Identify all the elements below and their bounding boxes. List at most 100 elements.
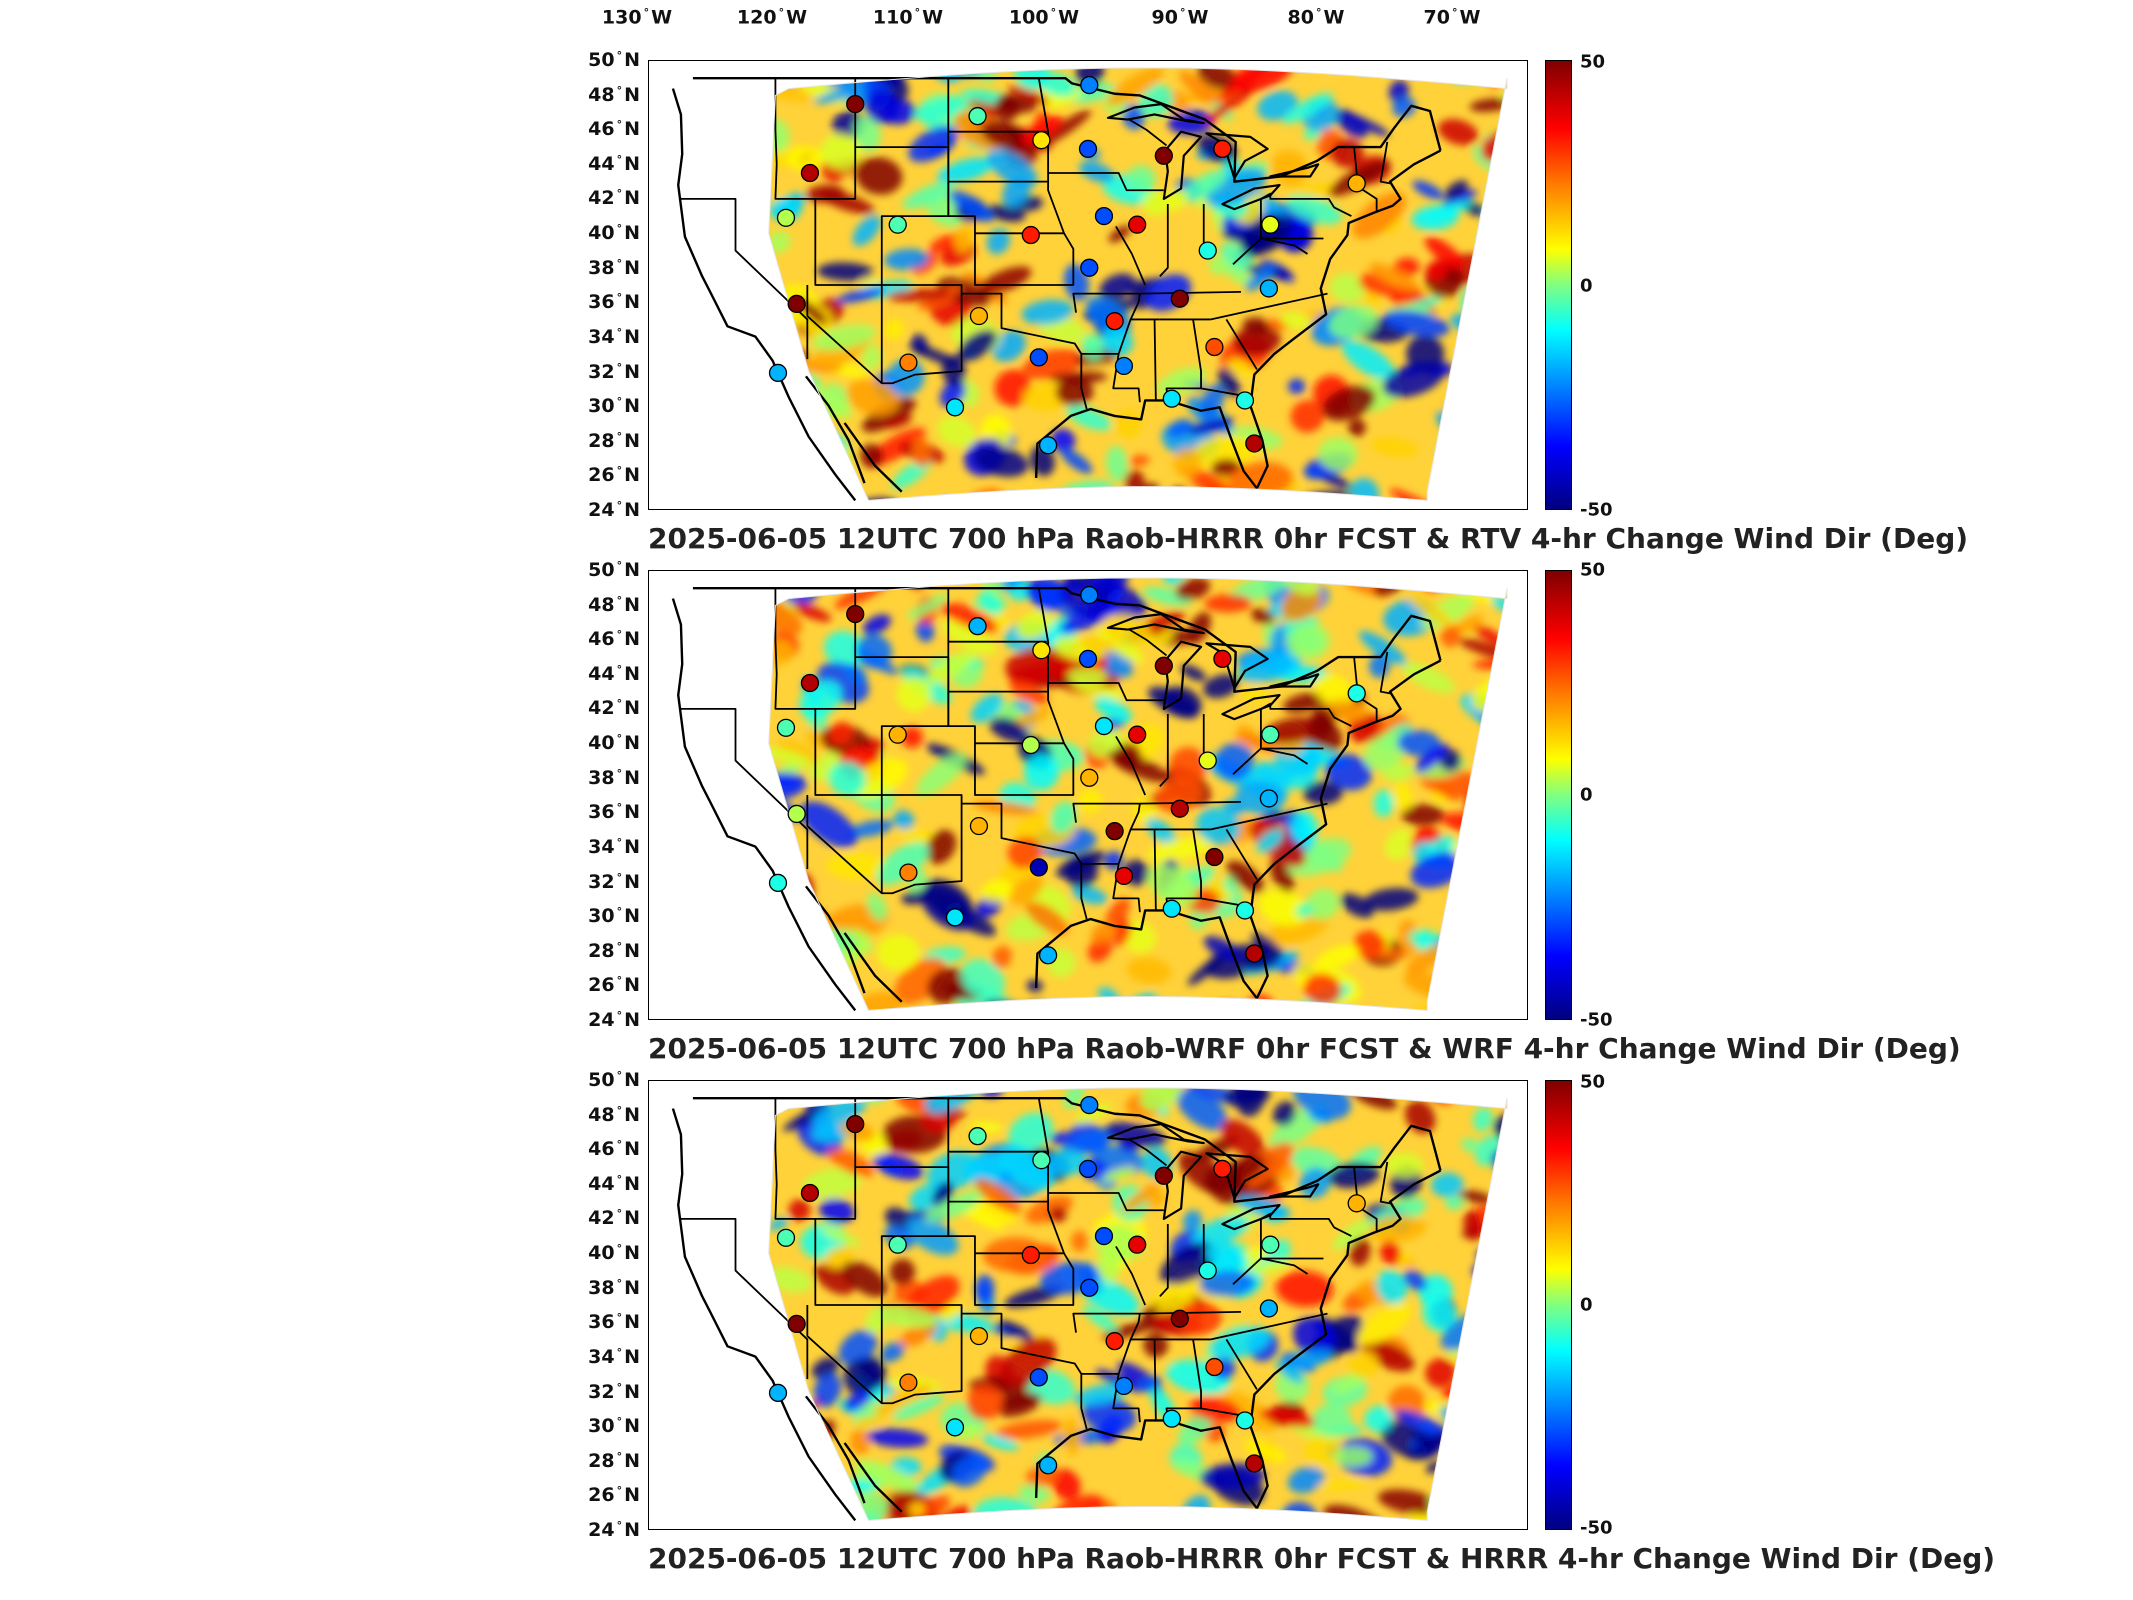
latitude-label: 36 ° N	[588, 1311, 640, 1334]
raob-station-marker	[888, 725, 907, 744]
raob-station-marker	[968, 1127, 987, 1146]
latitude-label: 26 ° N	[588, 974, 640, 997]
latitude-label: 44 ° N	[588, 662, 640, 686]
longitude-label: 120 ° W	[736, 6, 808, 29]
raob-station-marker	[1245, 1454, 1264, 1473]
raob-station-marker	[1080, 258, 1099, 277]
latitude-label: 48 ° N	[588, 593, 640, 616]
raob-station-marker	[1205, 847, 1224, 867]
latitude-label: 34 ° N	[588, 325, 640, 349]
raob-station-marker	[1105, 822, 1124, 841]
raob-station-marker	[945, 1418, 965, 1437]
raob-station-marker	[1021, 1245, 1040, 1265]
map-svg	[671, 577, 1508, 1012]
colorbar-mid-label: 0	[1580, 784, 1593, 806]
raob-station-marker	[1261, 215, 1280, 234]
raob-station-marker	[776, 1228, 796, 1247]
map-outlines	[671, 587, 1442, 1012]
latitude-label: 48 ° N	[588, 83, 640, 106]
raob-station-marker	[1080, 585, 1099, 605]
latitude-label: 38 ° N	[588, 256, 640, 279]
raob-station-marker	[800, 1183, 820, 1203]
colorbar-min-label: -50	[1580, 1009, 1613, 1031]
map-svg	[671, 1087, 1508, 1522]
raob-station-marker	[1032, 1151, 1051, 1170]
colorbar	[1545, 60, 1572, 510]
model-domain-boundary	[768, 67, 1508, 501]
raob-station-marker	[1094, 716, 1114, 736]
latitude-label: 40 ° N	[588, 731, 640, 755]
raob-station-marker	[1078, 649, 1098, 669]
model-domain-boundary	[768, 1087, 1508, 1521]
latitude-label: 46 ° N	[588, 118, 640, 141]
raob-station-marker	[1080, 1278, 1099, 1297]
latitude-label: 38 ° N	[588, 1276, 640, 1299]
latitude-label: 38 ° N	[588, 766, 640, 789]
longitude-label: 110 ° W	[872, 6, 944, 29]
raob-station-marker	[1347, 1194, 1366, 1213]
colorbar-min-label: -50	[1580, 1517, 1613, 1539]
colorbar-max-label: 50	[1580, 559, 1606, 581]
latitude-label: 34 ° N	[588, 1345, 640, 1369]
raob-station-marker	[1114, 1376, 1134, 1396]
latitude-label: 28 ° N	[588, 1449, 640, 1472]
latitude-label: 46 ° N	[588, 1138, 640, 1161]
raob-station-marker	[1029, 348, 1048, 367]
latitude-label: 36 ° N	[588, 801, 640, 824]
latitude-label: 24 ° N	[588, 1518, 640, 1542]
latitude-label: 32 ° N	[588, 870, 640, 893]
raob-station-marker	[846, 94, 865, 114]
raob-station-marker	[1128, 725, 1147, 744]
raob-station-marker	[1114, 866, 1134, 886]
latitude-label: 50 ° N	[588, 1068, 640, 1092]
raob-station-marker	[1078, 1159, 1098, 1179]
raob-station-marker	[1154, 1166, 1173, 1185]
raob-station-marker	[899, 863, 918, 882]
raob-station-marker	[800, 163, 820, 183]
latitude-label: 50 ° N	[588, 48, 640, 72]
colorbar-min-label: -50	[1580, 499, 1613, 521]
raob-station-marker	[945, 908, 965, 927]
raob-station-marker	[1080, 1095, 1099, 1115]
latitude-label: 32 ° N	[588, 360, 640, 383]
raob-station-marker	[899, 1373, 918, 1392]
latitude-label: 34 ° N	[588, 835, 640, 859]
colorbar-mid-label: 0	[1580, 275, 1593, 297]
colorbar	[1545, 1080, 1572, 1530]
latitude-label: 24 ° N	[588, 498, 640, 522]
raob-station-marker	[1094, 1226, 1114, 1246]
colorbar-max-label: 50	[1580, 1071, 1606, 1093]
latitude-label: 42 ° N	[588, 697, 640, 720]
raob-station-marker	[1170, 799, 1189, 818]
raob-station-marker	[1235, 901, 1255, 920]
raob-station-marker	[800, 673, 820, 693]
latitude-label: 30 ° N	[588, 904, 640, 928]
raob-station-marker	[787, 294, 806, 314]
latitude-label: 42 ° N	[588, 187, 640, 210]
latitude-label: 36 ° N	[588, 291, 640, 314]
raob-station-marker	[1078, 139, 1098, 159]
raob-station-marker	[1235, 391, 1255, 410]
raob-station-marker	[1245, 944, 1264, 963]
raob-station-marker	[787, 804, 806, 824]
raob-station-marker	[888, 215, 907, 234]
raob-station-marker	[1038, 436, 1058, 455]
latitude-label: 50 ° N	[588, 558, 640, 582]
raob-station-marker	[1205, 1357, 1224, 1377]
raob-station-marker	[1021, 225, 1040, 245]
latitude-label: 28 ° N	[588, 429, 640, 452]
raob-station-marker	[945, 398, 965, 417]
raob-station-marker	[1213, 649, 1232, 669]
map-frame	[648, 60, 1528, 510]
raob-station-marker	[1021, 735, 1040, 755]
raob-station-marker	[969, 306, 989, 326]
raob-station-marker	[1213, 1159, 1232, 1179]
raob-station-marker	[1105, 312, 1124, 331]
longitude-label: 100 ° W	[1008, 6, 1080, 29]
raob-station-marker	[768, 1383, 788, 1403]
raob-station-marker	[1128, 215, 1147, 234]
raob-station-marker	[1347, 684, 1366, 703]
raob-station-marker	[768, 363, 788, 383]
latitude-label: 30 ° N	[588, 1414, 640, 1438]
panel-title: 2025-06-05 12UTC 700 hPa Raob-HRRR 0hr F…	[648, 522, 1969, 555]
